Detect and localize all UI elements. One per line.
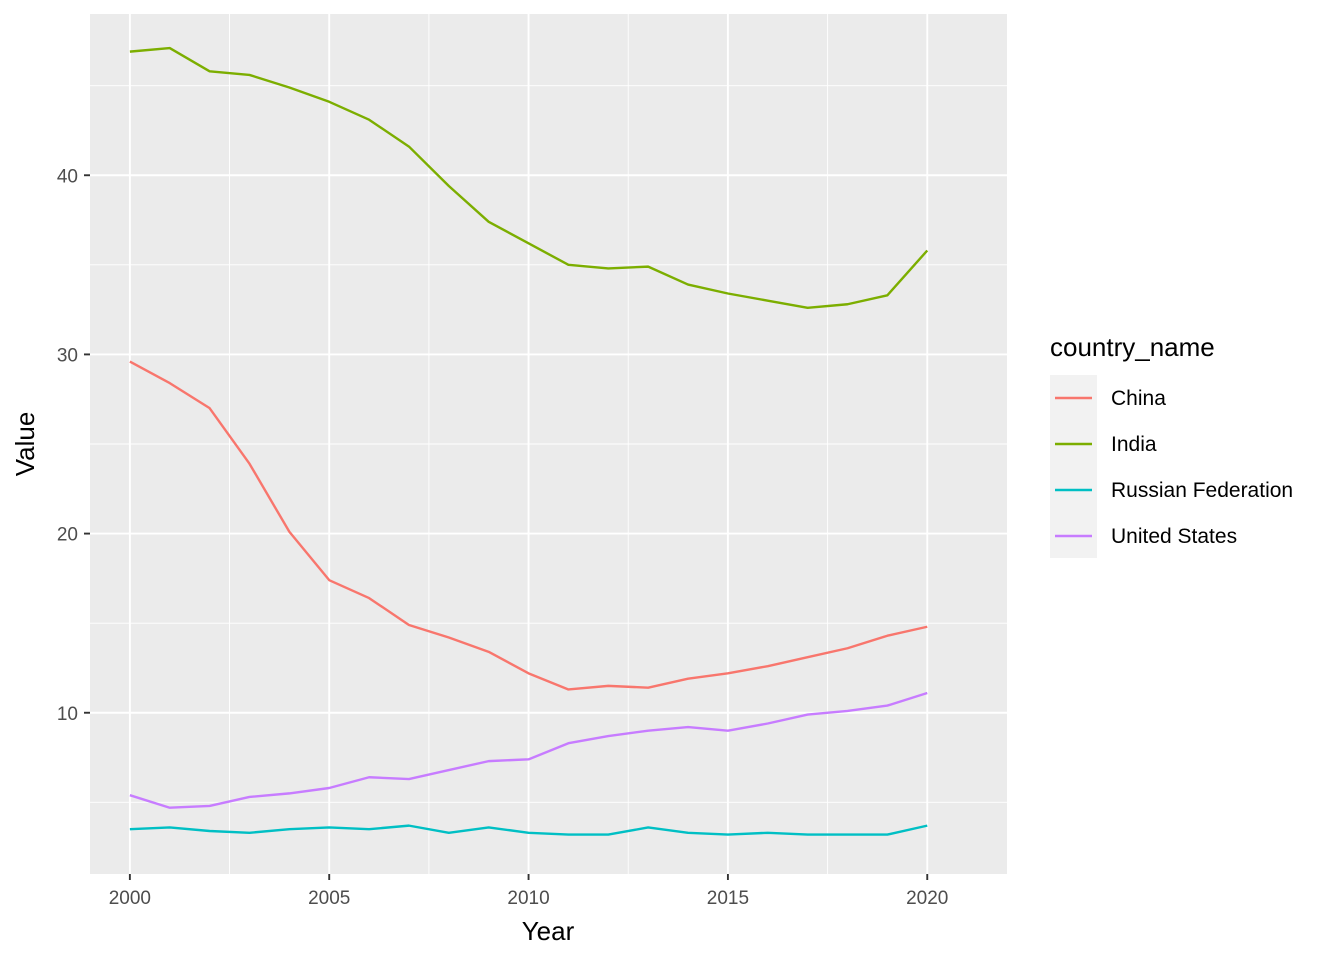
y-tick-label: 30 [57, 345, 78, 366]
legend-label-india: India [1111, 433, 1157, 456]
legend-items: China India Russian Federation United State… [1055, 387, 1293, 548]
series-line-china [129, 360, 928, 691]
minor-gridlines [90, 14, 1007, 874]
series-line-united-states [129, 691, 928, 809]
axis-ticks [84, 174, 929, 880]
legend-title: country_name [1050, 332, 1215, 362]
x-tick-label: 2020 [906, 888, 948, 909]
y-tick-label: 40 [57, 166, 78, 187]
legend: country_name China India Russian Federatio… [1050, 332, 1293, 558]
y-tick-label: 20 [57, 525, 78, 546]
x-axis-tick-labels: 2000 2005 2010 2015 2020 [109, 888, 949, 909]
x-tick-label: 2015 [707, 888, 749, 909]
series-line-russian-federation [129, 824, 928, 836]
y-tick-label: 10 [57, 704, 78, 725]
x-tick-label: 2005 [308, 888, 350, 909]
series-lines [129, 46, 929, 836]
y-axis-title: Value [10, 412, 40, 477]
series-line-india [129, 46, 929, 310]
major-gridlines [90, 14, 1007, 874]
x-tick-label: 2000 [109, 888, 151, 909]
x-axis-title: Year [522, 916, 575, 946]
y-axis-tick-labels: 10 20 30 40 [57, 166, 78, 725]
legend-label-united-states: United States [1111, 525, 1237, 548]
x-tick-label: 2010 [507, 888, 549, 909]
legend-label-china: China [1111, 387, 1166, 410]
legend-key-background [1050, 375, 1097, 558]
legend-label-russian-federation: Russian Federation [1111, 479, 1293, 502]
